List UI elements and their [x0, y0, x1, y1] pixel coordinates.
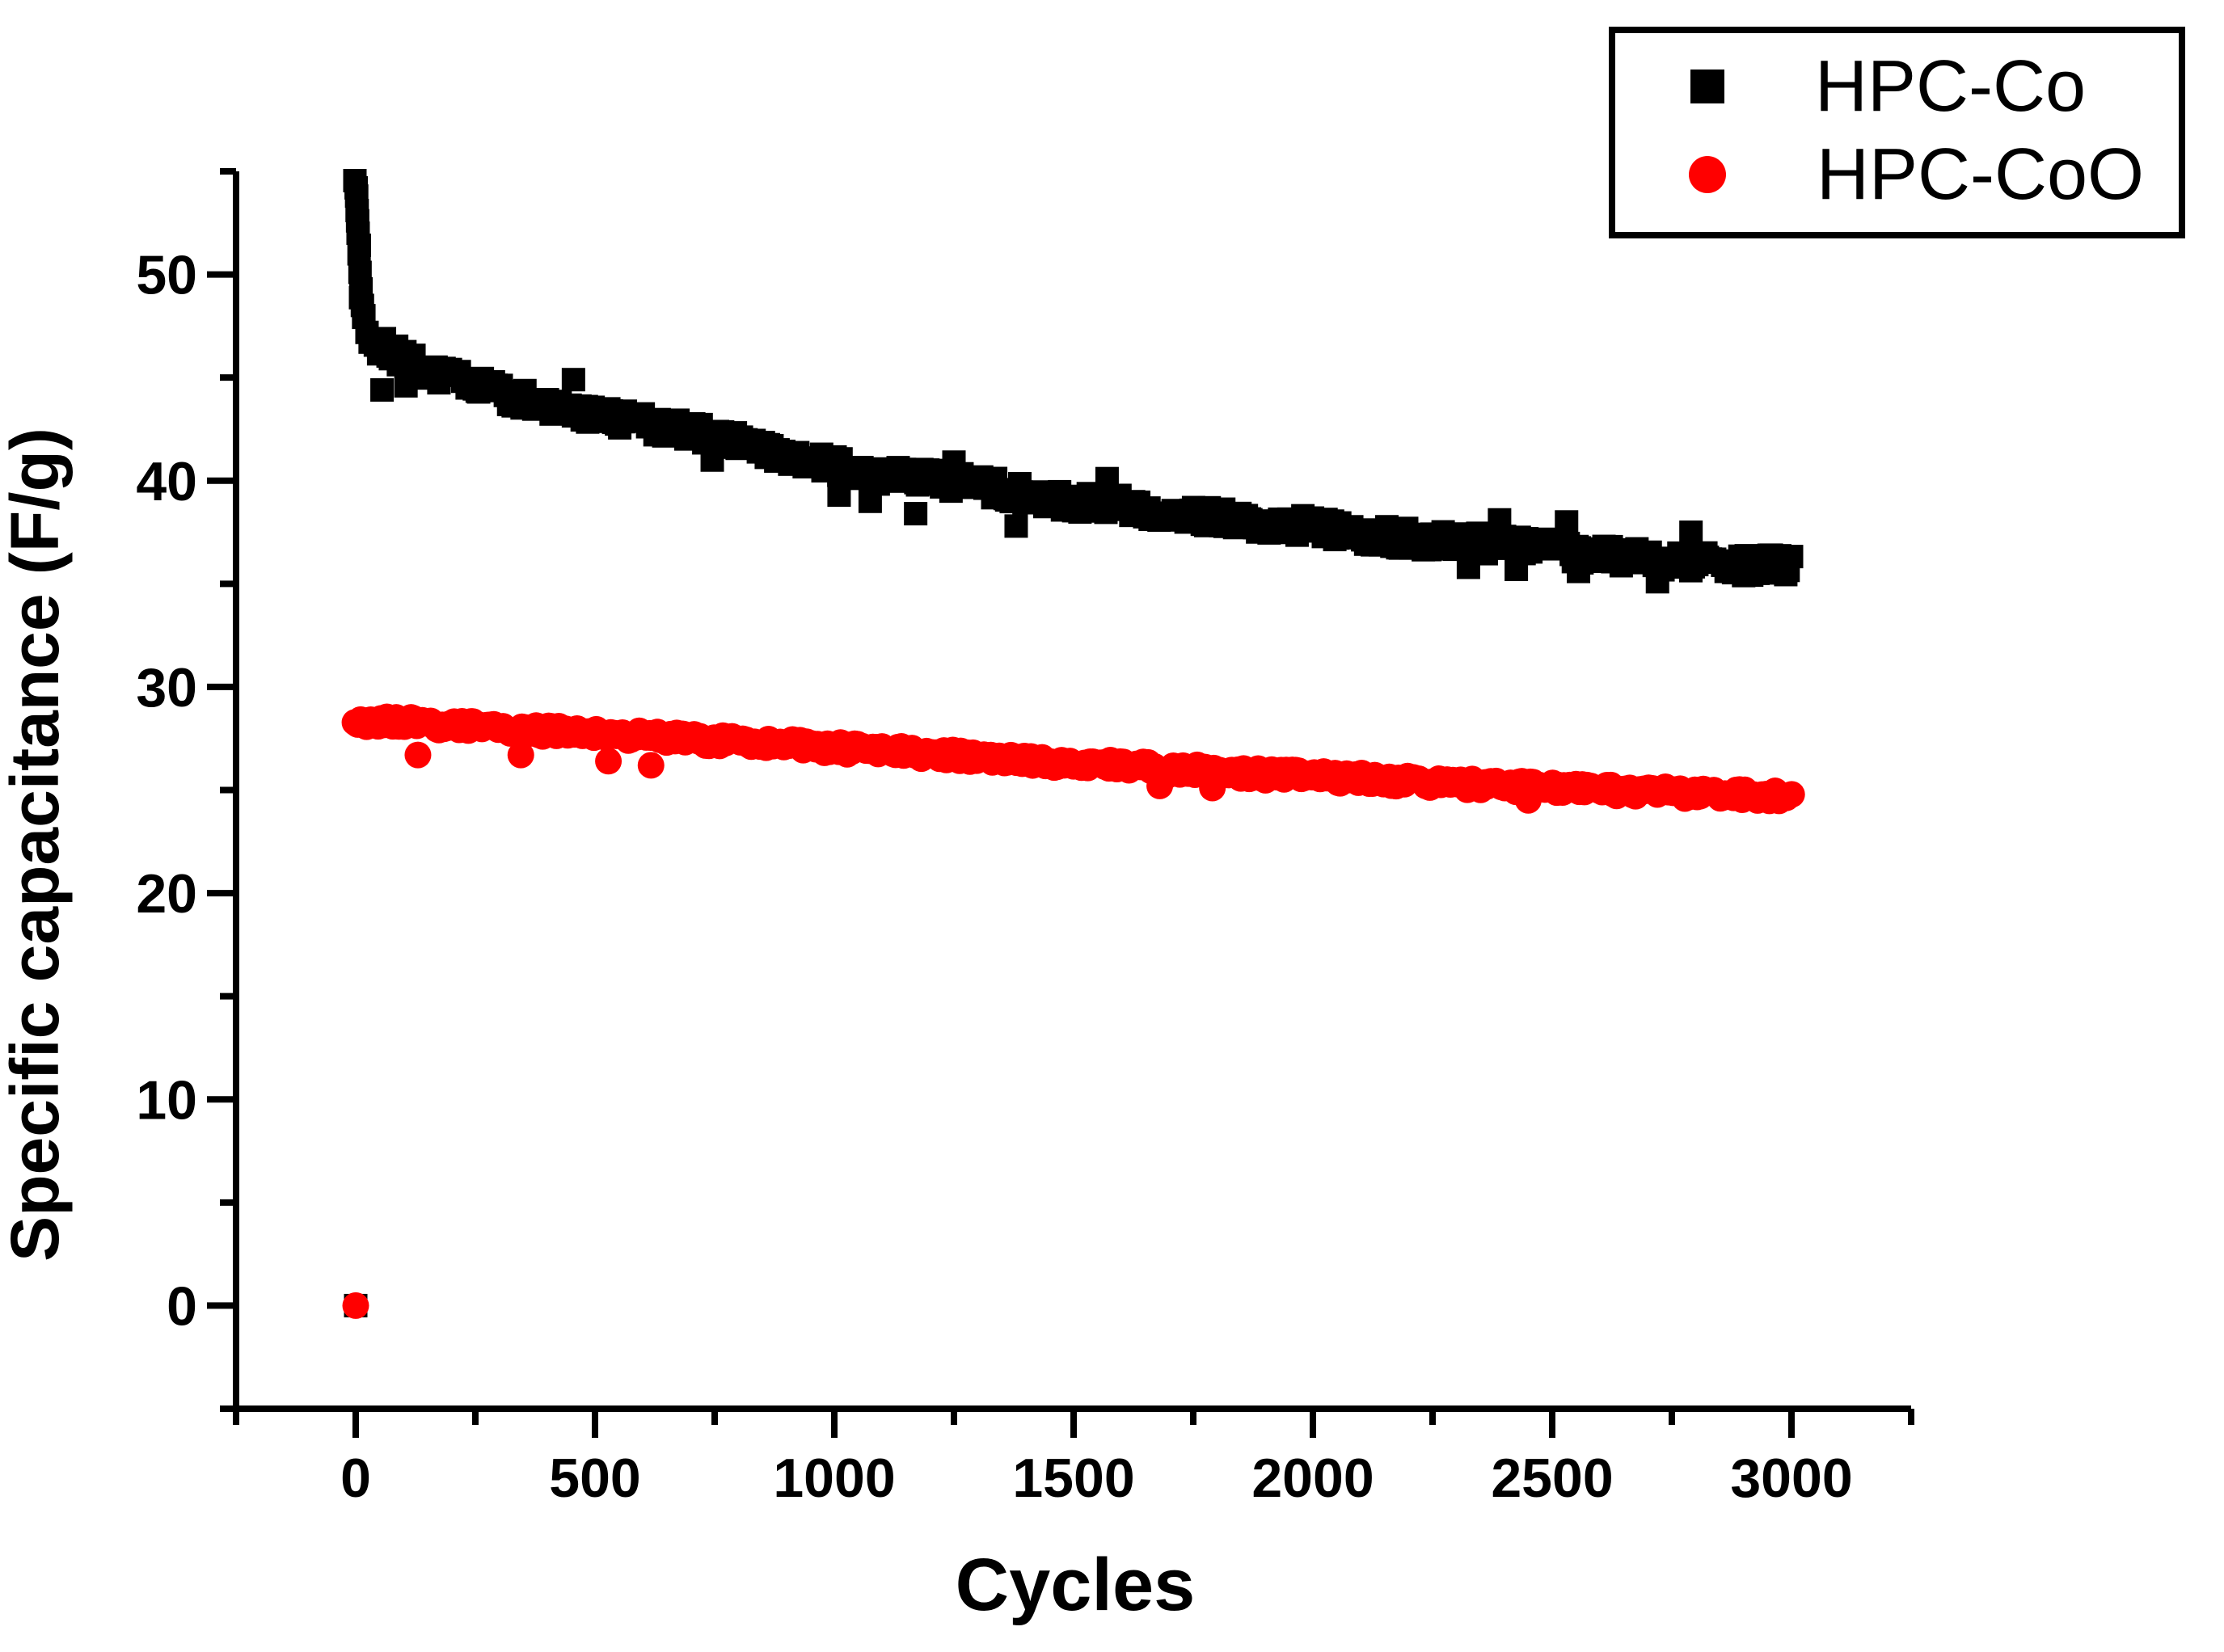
data-point-circle — [595, 748, 622, 775]
data-point-circle — [342, 1292, 369, 1319]
data-point-square — [700, 448, 724, 472]
legend-box: HPC-Co HPC-CoO — [1609, 27, 2185, 238]
data-point-square — [1555, 510, 1579, 534]
data-point-square — [1095, 466, 1119, 491]
data-point-circle — [1778, 781, 1805, 808]
data-point-circle — [1514, 786, 1542, 814]
data-point-square — [1679, 520, 1703, 545]
legend-item-hpc-coo: HPC-CoO — [1615, 137, 2179, 212]
data-point-square — [827, 483, 851, 508]
data-point-circle — [1199, 774, 1226, 802]
data-point-circle — [1146, 772, 1174, 799]
data-point-square — [370, 377, 395, 402]
data-point-square — [1504, 557, 1529, 581]
data-point-square — [346, 221, 370, 246]
data-point-square — [1567, 559, 1591, 584]
circle-icon — [1689, 156, 1726, 193]
y-tick-label: 50 — [136, 245, 197, 306]
data-point-circle — [404, 741, 432, 769]
data-point-square — [394, 373, 418, 398]
data-point-square — [352, 304, 376, 328]
x-axis-title: Cycles — [956, 1544, 1196, 1626]
data-point-square — [1004, 514, 1028, 538]
data-point-circle — [637, 752, 665, 779]
y-tick-label: 10 — [136, 1069, 197, 1131]
data-point-square — [904, 502, 928, 526]
data-point-square — [942, 450, 966, 474]
data-point-square — [1732, 563, 1756, 588]
x-tick-label: 3000 — [1730, 1448, 1852, 1509]
x-tick-label: 500 — [549, 1448, 640, 1509]
square-icon — [1690, 70, 1724, 103]
x-tick-label: 0 — [340, 1448, 371, 1509]
data-point-square — [561, 368, 585, 392]
x-tick-label: 1000 — [773, 1448, 895, 1509]
legend-label: HPC-CoO — [1817, 134, 2145, 215]
data-point-circle — [507, 741, 534, 769]
hpc-co-series — [343, 169, 1804, 1317]
data-point-square — [1645, 570, 1669, 594]
hpc-coo-series — [341, 703, 1805, 1319]
y-tick-label: 0 — [167, 1275, 197, 1337]
y-tick-label: 20 — [136, 863, 197, 925]
data-series-layer — [341, 169, 1805, 1319]
tick-marks — [207, 168, 1914, 1438]
legend-label: HPC-Co — [1815, 46, 2087, 127]
y-tick-label: 40 — [136, 451, 197, 512]
data-point-square — [1456, 555, 1480, 579]
y-tick-label: 30 — [136, 657, 197, 719]
x-tick-label: 1500 — [1012, 1448, 1134, 1509]
x-tick-label: 2000 — [1251, 1448, 1374, 1509]
data-point-square — [1488, 508, 1512, 532]
legend-item-hpc-co: HPC-Co — [1615, 49, 2179, 124]
y-axis-title: Specific capacitance (F/g) — [0, 428, 73, 1262]
data-point-square — [1779, 545, 1804, 569]
data-point-square — [858, 489, 882, 513]
x-tick-label: 2500 — [1491, 1448, 1613, 1509]
